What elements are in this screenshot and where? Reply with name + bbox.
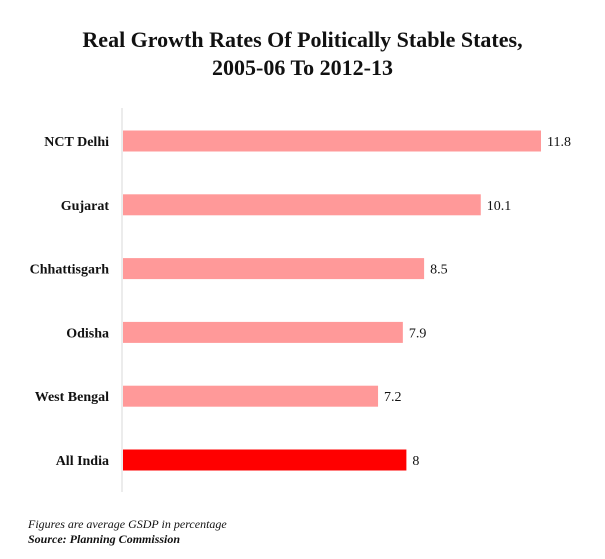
value-label: 8 (412, 454, 419, 469)
value-label: 7.9 (409, 326, 427, 341)
bar-odisha (123, 321, 403, 343)
bar-all-india (123, 449, 407, 471)
value-label: 7.2 (384, 390, 402, 405)
bar-gujarat (123, 194, 481, 216)
category-label: Odisha (66, 326, 109, 341)
footnote-note: Figures are average GSDP in percentage (28, 517, 227, 531)
bar-nct-delhi (123, 130, 541, 152)
value-label: 10.1 (487, 199, 512, 214)
chart-title: Real Growth Rates Of Politically Stable … (0, 26, 605, 82)
bar-west-bengal (123, 385, 379, 407)
value-label: 8.5 (430, 263, 448, 278)
category-label: West Bengal (35, 390, 109, 405)
category-label: NCT Delhi (44, 135, 109, 150)
title-line-1: Real Growth Rates Of Politically Stable … (82, 27, 523, 52)
category-label: All India (56, 454, 109, 469)
footnote-source: Source: Planning Commission (28, 532, 181, 546)
value-label: 11.8 (547, 135, 571, 150)
category-label: Gujarat (61, 199, 110, 214)
bar-chhattisgarh (123, 258, 425, 280)
bar-chart: NCT Delhi 11.8 Gujarat 10.1 Chhattisgarh 8.5 O… (30, 108, 571, 492)
category-label: Chhattisgarh (30, 263, 110, 278)
footnote: Figures are average GSDP in percentage S… (28, 517, 227, 547)
title-line-2: 2005-06 To 2012-13 (212, 55, 393, 80)
